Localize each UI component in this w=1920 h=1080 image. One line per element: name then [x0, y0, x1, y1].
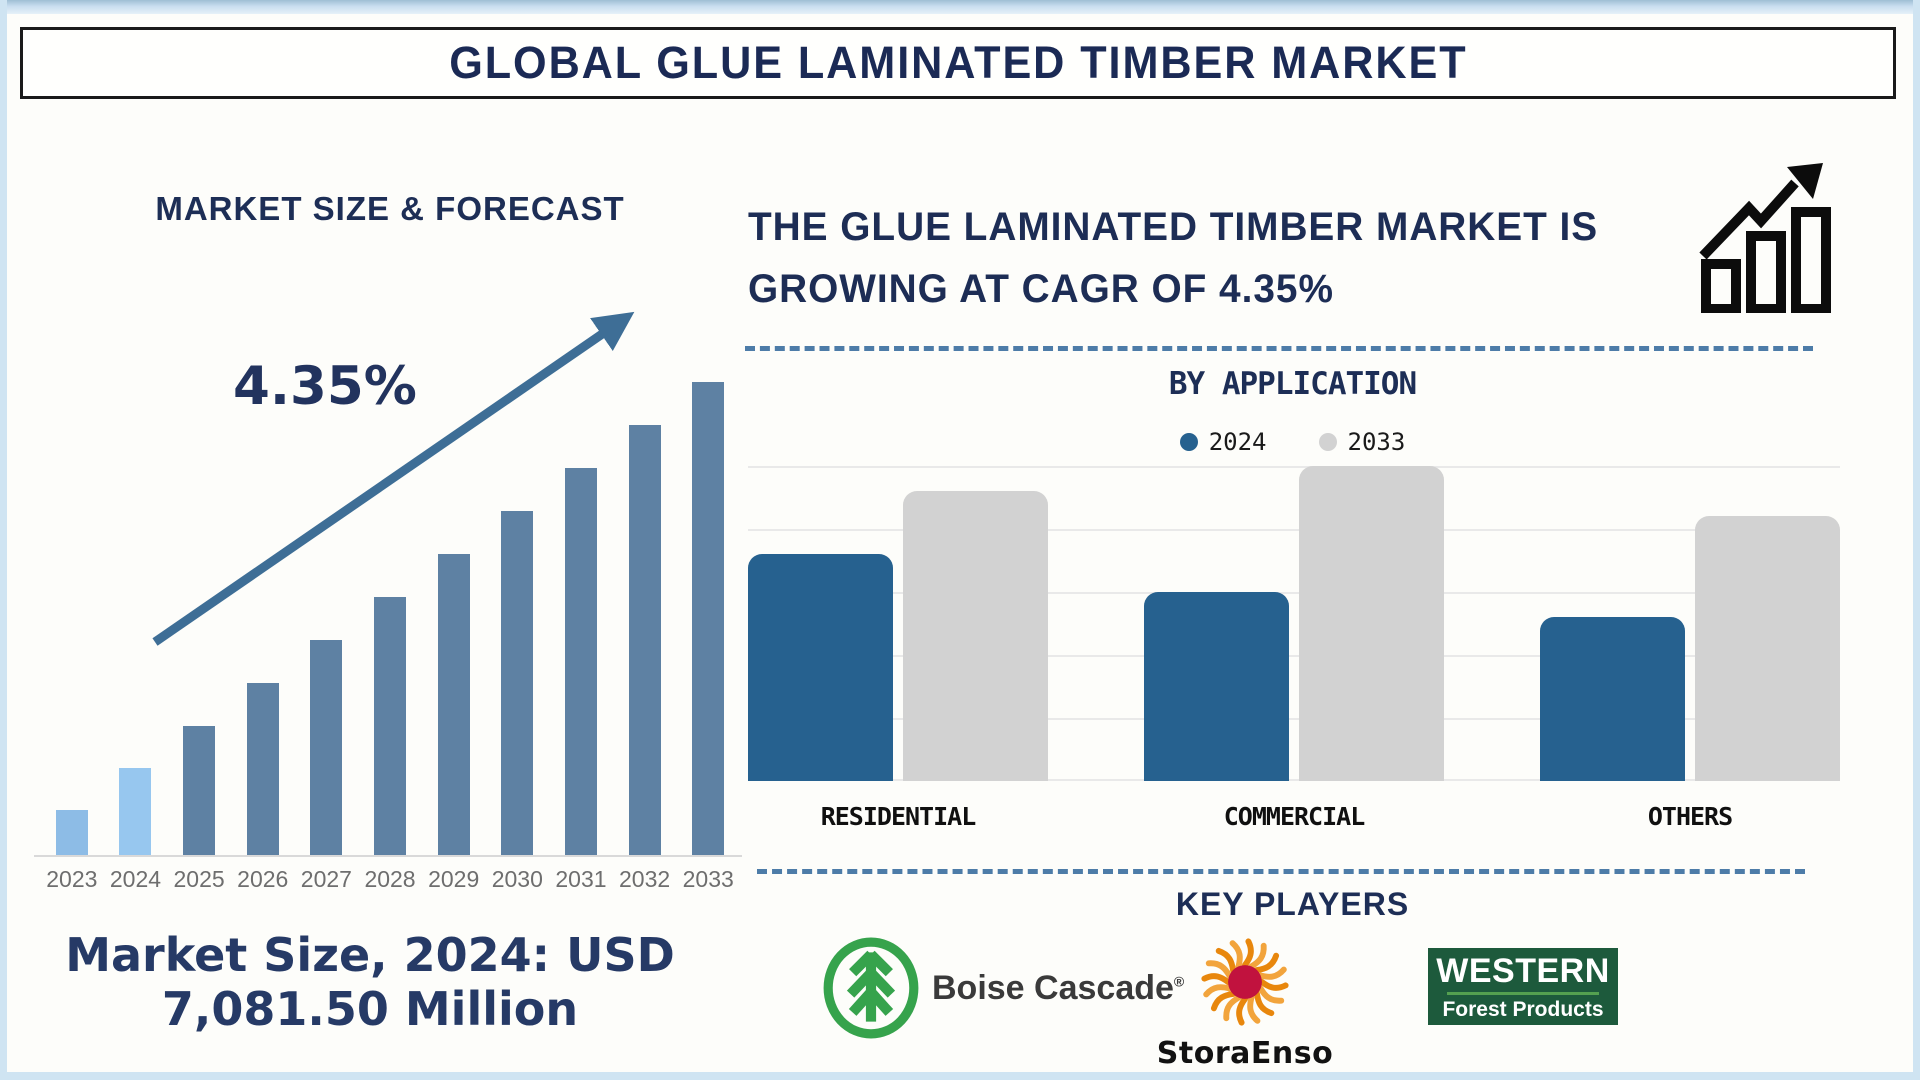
dashed-divider-top [745, 346, 1813, 351]
bottom-edge-border [0, 1072, 1920, 1080]
year-label-2024: 2024 [109, 866, 162, 892]
top-edge-strip [0, 0, 1920, 14]
category-label-commercial: COMMERCIAL [1223, 802, 1366, 831]
market-size-bar-2033 [692, 382, 725, 855]
market-size-bar-2025 [183, 726, 216, 855]
legend-item-2024: 2024 [1179, 428, 1267, 456]
right-edge-border [1913, 0, 1920, 1080]
year-label-2029: 2029 [428, 866, 480, 892]
market-size-line1: Market Size, 2024: USD [65, 928, 675, 982]
market-size-bar-chart [40, 380, 740, 855]
key-player-boise-cascade: Boise Cascade® [820, 936, 1184, 1040]
legend-label-2024: 2024 [1208, 428, 1267, 456]
cagr-headline: THE GLUE LAMINATED TIMBER MARKET IS GROW… [748, 196, 1598, 320]
chart-bar-groups [748, 466, 1840, 781]
legend-dot-2024-icon [1179, 433, 1198, 451]
key-player-storaenso: StoraEnso [1157, 938, 1333, 1071]
year-label-2027: 2027 [300, 866, 352, 892]
bar-group-residential [748, 491, 1048, 781]
legend-label-2033: 2033 [1347, 428, 1406, 456]
forecast-bar-column-2023 [40, 380, 104, 855]
storaenso-sunburst-logo-icon [1201, 938, 1289, 1026]
category-label-residential: RESIDENTIAL [820, 802, 977, 831]
left-edge-border [0, 0, 7, 1080]
application-bar-others-2024 [1540, 617, 1685, 781]
western-wordmark-line2: Forest Products [1442, 997, 1604, 1021]
title-banner: GLOBAL GLUE LAMINATED TIMBER MARKET [20, 27, 1896, 99]
market-size-bar-2027 [310, 640, 343, 855]
category-label-others: OTHERS [1647, 802, 1733, 831]
forecast-bar-column-2024 [104, 380, 168, 855]
market-size-bar-2029 [437, 554, 470, 855]
forecast-bar-column-2025 [167, 380, 231, 855]
year-label-2030: 2030 [491, 866, 543, 892]
application-bar-chart [748, 466, 1840, 781]
market-size-bar-2026 [246, 683, 279, 855]
application-bar-commercial-2033 [1299, 466, 1444, 781]
boise-cascade-tree-logo-icon [823, 937, 919, 1039]
cagr-headline-line2: GROWING AT CAGR OF 4.35% [748, 267, 1334, 311]
legend-item-2033: 2033 [1318, 428, 1406, 456]
bar-group-commercial [1144, 466, 1444, 781]
year-label-2025: 2025 [173, 866, 225, 892]
gridline [748, 718, 1840, 720]
year-label-2023: 2023 [46, 866, 98, 892]
chart-legend: 2024 2033 [745, 428, 1840, 456]
application-category-labels: RESIDENTIAL COMMERCIAL OTHERS [748, 802, 1840, 831]
market-size-callout: Market Size, 2024: USD 7,081.50 Million [30, 928, 710, 1037]
market-size-line2: 7,081.50 Million [161, 982, 579, 1037]
boise-cascade-name: Boise Cascade [932, 968, 1174, 1007]
by-application-heading: BY APPLICATION [1168, 366, 1417, 402]
growth-chart-icon [1699, 163, 1831, 313]
gridline [748, 779, 1840, 781]
bar-group-others [1540, 516, 1840, 781]
gridline [748, 529, 1840, 531]
year-label-2032: 2032 [619, 866, 671, 892]
application-bar-others-2033 [1695, 516, 1840, 781]
gridline [748, 592, 1840, 594]
market-size-bar-2032 [628, 425, 661, 855]
year-label-2026: 2026 [237, 866, 289, 892]
year-label-2031: 2031 [555, 866, 607, 892]
key-player-western-forest-products: WESTERN Forest Products [1428, 948, 1618, 1025]
forecast-bar-column-2030 [485, 380, 549, 855]
growth-trend-arrow-icon [152, 311, 635, 646]
forecast-bar-column-2028 [358, 380, 422, 855]
market-size-forecast-heading: MARKET SIZE & FORECAST [155, 190, 625, 227]
dashed-divider-bottom [757, 869, 1805, 874]
market-size-bar-2030 [501, 511, 534, 855]
forecast-bar-column-2027 [295, 380, 359, 855]
western-wordmark-line1: WESTERN [1436, 951, 1610, 990]
page-title: GLOBAL GLUE LAMINATED TIMBER MARKET [448, 37, 1468, 88]
cagr-headline-line1: THE GLUE LAMINATED TIMBER MARKET IS [748, 205, 1599, 249]
market-size-bar-2028 [374, 597, 407, 855]
gridline [748, 655, 1840, 657]
x-axis-line [34, 855, 742, 857]
legend-dot-2033-icon [1318, 433, 1337, 451]
forecast-bar-column-2033 [676, 380, 740, 855]
gridline [748, 466, 1840, 468]
storaenso-wordmark: StoraEnso [1156, 1036, 1334, 1071]
year-label-2033: 2033 [682, 866, 734, 892]
forecast-bar-column-2032 [613, 380, 677, 855]
forecast-bar-column-2029 [422, 380, 486, 855]
cagr-annotation: 4.35% [233, 356, 417, 417]
key-players-heading: KEY PLAYERS [1175, 886, 1410, 922]
registered-mark: ® [1173, 973, 1185, 990]
market-size-bar-2031 [564, 468, 597, 855]
forecast-bar-column-2031 [549, 380, 613, 855]
western-logo-divider [1447, 991, 1599, 995]
market-size-bar-2023 [55, 810, 88, 855]
chart-gridlines [748, 466, 1840, 781]
application-bar-residential-2024 [748, 554, 893, 781]
year-axis-labels: 2023 2024 2025 2026 2027 2028 2029 2030 2031 2032… [40, 866, 740, 893]
market-size-bar-2024 [119, 768, 152, 855]
application-bar-commercial-2024 [1144, 592, 1289, 781]
forecast-bar-column-2026 [231, 380, 295, 855]
year-label-2028: 2028 [364, 866, 416, 892]
boise-cascade-wordmark: Boise Cascade® [932, 969, 1184, 1008]
application-bar-residential-2033 [903, 491, 1048, 781]
